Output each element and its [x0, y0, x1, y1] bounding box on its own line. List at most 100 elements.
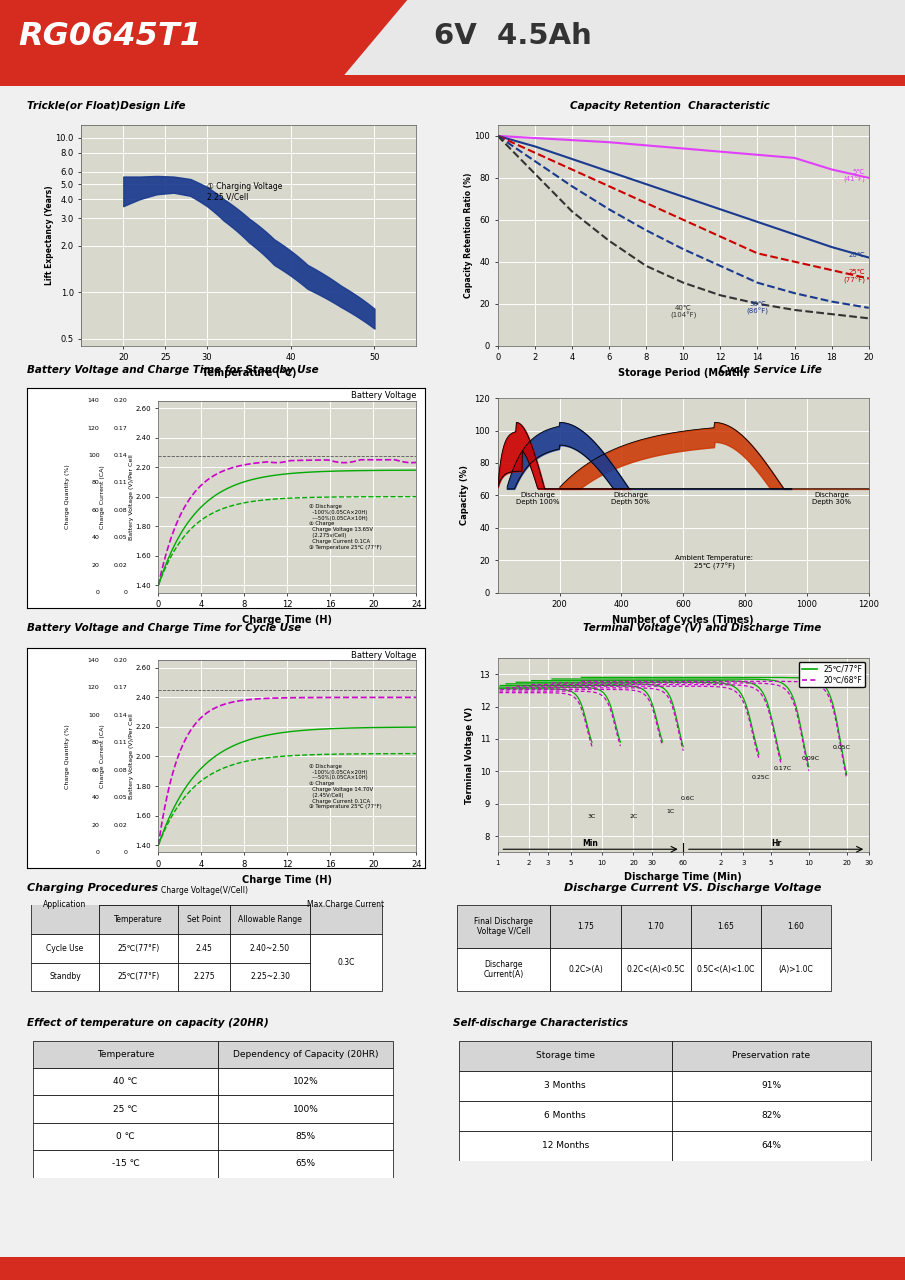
Text: Battery Voltage: Battery Voltage: [351, 390, 416, 399]
Text: 60: 60: [91, 768, 100, 773]
Text: Discharge
Depth 50%: Discharge Depth 50%: [611, 492, 650, 506]
Text: Ambient Temperature:
25℃ (77°F): Ambient Temperature: 25℃ (77°F): [675, 556, 753, 570]
Bar: [621, 905, 691, 948]
Bar: [178, 963, 230, 991]
Text: 1C: 1C: [666, 809, 674, 814]
Text: 82%: 82%: [761, 1111, 782, 1120]
Text: 0.02: 0.02: [114, 563, 128, 568]
Text: Battery Voltage and Charge Time for Standby Use: Battery Voltage and Charge Time for Stan…: [27, 365, 319, 375]
Text: Final Discharge
Voltage V/Cell: Final Discharge Voltage V/Cell: [474, 916, 533, 936]
Y-axis label: Capacity Retention Ratio (%): Capacity Retention Ratio (%): [464, 173, 473, 298]
Text: 25℃(77°F): 25℃(77°F): [118, 973, 160, 982]
Bar: [457, 905, 550, 948]
Text: Self-discharge Characteristics: Self-discharge Characteristics: [452, 1018, 627, 1028]
Bar: [672, 1132, 872, 1161]
Text: -15 ℃: -15 ℃: [111, 1160, 139, 1169]
Bar: [672, 1070, 872, 1101]
Text: 3 Months: 3 Months: [545, 1082, 586, 1091]
Text: 0.05: 0.05: [114, 795, 128, 800]
Y-axis label: Lift Expectancy (Years): Lift Expectancy (Years): [45, 186, 54, 285]
Text: 6 Months: 6 Months: [545, 1111, 586, 1120]
Bar: [761, 948, 831, 991]
Bar: [99, 933, 178, 963]
Text: 0.11: 0.11: [114, 480, 128, 485]
Bar: [459, 1070, 672, 1101]
Text: 2C: 2C: [629, 814, 638, 819]
Text: 80: 80: [91, 740, 100, 745]
Text: 25℃
(77°F): 25℃ (77°F): [843, 269, 865, 284]
Text: 1.60: 1.60: [787, 922, 805, 931]
Text: Terminal Voltage (V) and Discharge Time: Terminal Voltage (V) and Discharge Time: [584, 623, 822, 634]
Bar: [0, 76, 905, 86]
Text: Battery Voltage and Charge Time for Cycle Use: Battery Voltage and Charge Time for Cycl…: [27, 623, 301, 634]
Text: 12 Months: 12 Months: [541, 1142, 589, 1151]
Text: 2.45: 2.45: [195, 943, 213, 952]
X-axis label: Discharge Time (Min): Discharge Time (Min): [624, 872, 742, 882]
Text: Discharge
Current(A): Discharge Current(A): [483, 960, 524, 979]
Bar: [672, 1041, 872, 1070]
Text: Trickle(or Float)Design Life: Trickle(or Float)Design Life: [27, 101, 186, 110]
Bar: [672, 1101, 872, 1132]
Bar: [459, 1041, 672, 1070]
Text: Standby: Standby: [49, 973, 81, 982]
Text: 0.09C: 0.09C: [802, 756, 820, 760]
Polygon shape: [0, 0, 407, 76]
Text: Dependency of Capacity (20HR): Dependency of Capacity (20HR): [233, 1050, 378, 1059]
Bar: [230, 933, 310, 963]
Bar: [33, 1068, 218, 1096]
Text: 0.11: 0.11: [114, 740, 128, 745]
Text: 40: 40: [91, 535, 100, 540]
Text: 0.14: 0.14: [114, 713, 128, 718]
Text: 140: 140: [88, 398, 100, 403]
Text: Cycle Service Life: Cycle Service Life: [719, 365, 822, 375]
Text: 0.5C<(A)<1.0C: 0.5C<(A)<1.0C: [697, 965, 755, 974]
Legend: 25℃/77°F, 20℃/68°F: 25℃/77°F, 20℃/68°F: [798, 662, 865, 687]
Text: 0.20: 0.20: [114, 658, 128, 663]
Text: 140: 140: [88, 658, 100, 663]
Text: Charge Quantity (%): Charge Quantity (%): [65, 724, 71, 788]
Text: 3C: 3C: [587, 814, 596, 819]
Bar: [218, 1123, 393, 1151]
X-axis label: Charge Time (H): Charge Time (H): [243, 874, 332, 884]
Text: 0: 0: [96, 850, 100, 855]
Bar: [218, 1151, 393, 1178]
X-axis label: Storage Period (Month): Storage Period (Month): [618, 367, 748, 378]
Text: 1.65: 1.65: [718, 922, 734, 931]
Text: 0: 0: [96, 590, 100, 595]
Text: Charging Procedures: Charging Procedures: [27, 883, 158, 893]
Text: 20℃: 20℃: [848, 252, 865, 259]
Text: 20: 20: [91, 823, 100, 828]
Text: Charge Current (CA): Charge Current (CA): [100, 724, 105, 788]
Text: 0.08: 0.08: [114, 768, 128, 773]
Bar: [33, 1151, 218, 1178]
Text: 0.08: 0.08: [114, 508, 128, 513]
Bar: [457, 948, 550, 991]
Bar: [178, 905, 230, 933]
Text: 0: 0: [124, 850, 128, 855]
Text: 40℃
(104°F): 40℃ (104°F): [670, 305, 697, 319]
Text: 100: 100: [88, 453, 100, 458]
Y-axis label: Battery Voltage (V)/Per Cell: Battery Voltage (V)/Per Cell: [129, 714, 134, 799]
Bar: [218, 1041, 393, 1068]
X-axis label: Number of Cycles (Times): Number of Cycles (Times): [613, 614, 754, 625]
Bar: [99, 876, 310, 905]
Bar: [230, 963, 310, 991]
Text: 102%: 102%: [292, 1078, 319, 1087]
Text: Charge Current (CA): Charge Current (CA): [100, 465, 105, 529]
Bar: [99, 905, 178, 933]
Text: 0.14: 0.14: [114, 453, 128, 458]
Text: 120: 120: [88, 685, 100, 690]
Text: Allowable Range: Allowable Range: [238, 915, 302, 924]
Bar: [31, 876, 99, 933]
Text: 0: 0: [124, 590, 128, 595]
Bar: [550, 905, 621, 948]
Text: 0.17: 0.17: [114, 685, 128, 690]
Text: Set Point: Set Point: [187, 915, 222, 924]
Text: Temperature: Temperature: [114, 915, 163, 924]
Text: 25 ℃: 25 ℃: [113, 1105, 138, 1114]
Text: Storage time: Storage time: [536, 1051, 595, 1060]
Text: Charge Voltage(V/Cell): Charge Voltage(V/Cell): [161, 886, 248, 895]
Bar: [310, 876, 382, 933]
Text: 100%: 100%: [292, 1105, 319, 1114]
Text: Cycle Use: Cycle Use: [46, 943, 83, 952]
